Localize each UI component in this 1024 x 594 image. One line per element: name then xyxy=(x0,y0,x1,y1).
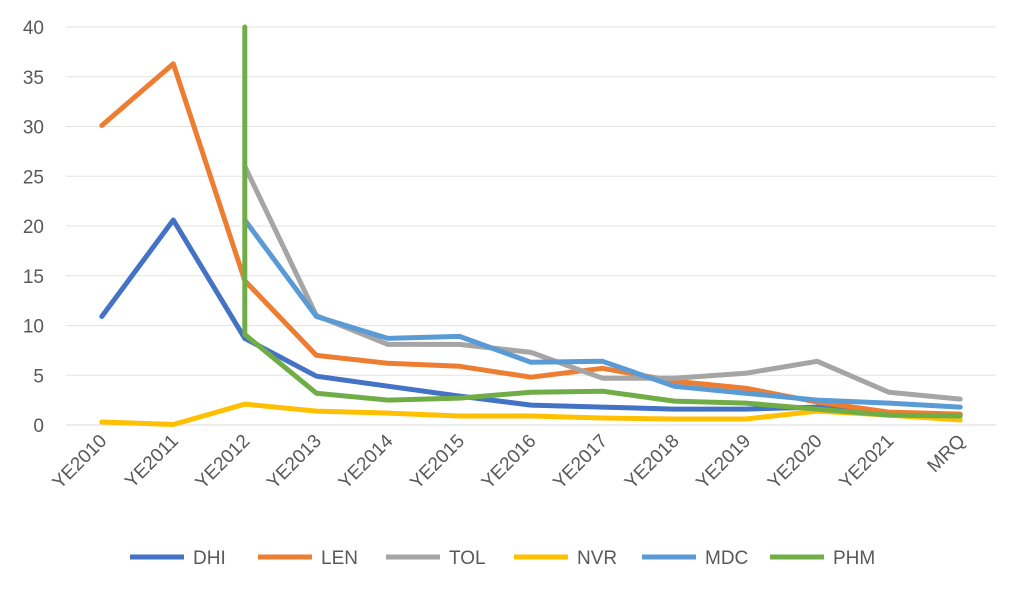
legend-label-len: LEN xyxy=(321,548,358,569)
series-line-mdc xyxy=(242,217,963,410)
y-tick-label: 40 xyxy=(23,18,44,39)
legend-label-phm: PHM xyxy=(833,548,875,569)
legend-label-mdc: MDC xyxy=(705,548,748,569)
y-tick-label: 10 xyxy=(23,317,44,338)
series-line-tol xyxy=(242,163,963,402)
x-tick-label: YE2019 xyxy=(692,431,755,494)
x-tick-label: YE2017 xyxy=(549,431,612,494)
series-lines xyxy=(99,24,963,427)
x-tick-label: YE2015 xyxy=(406,431,469,494)
legend: DHI LEN TOL NVR MDC PHM xyxy=(130,548,875,569)
x-tick-label: YE2021 xyxy=(836,431,899,494)
y-tick-label: 0 xyxy=(33,416,44,437)
x-tick-label: YE2018 xyxy=(621,431,684,494)
x-axis-ticks: YE2010 YE2011 YE2012 YE2013 YE2014 YE2015 YE20… xyxy=(49,430,970,493)
x-tick-label: YE2014 xyxy=(335,430,398,493)
x-tick-label: YE2020 xyxy=(764,431,827,494)
x-tick-label: YE2012 xyxy=(192,431,255,494)
legend-label-nvr: NVR xyxy=(577,548,617,569)
legend-label-tol: TOL xyxy=(449,548,486,569)
y-tick-label: 25 xyxy=(23,167,44,188)
x-tick-label: YE2013 xyxy=(263,431,326,494)
y-tick-label: 35 xyxy=(23,68,44,89)
y-tick-label: 20 xyxy=(23,217,44,238)
x-tick-label: MRQ xyxy=(924,431,970,477)
y-tick-label: 15 xyxy=(23,267,44,288)
gridlines xyxy=(66,26,996,426)
series-line-dhi xyxy=(99,217,963,418)
legend-label-dhi: DHI xyxy=(193,548,226,569)
x-tick-label: YE2010 xyxy=(49,431,112,494)
x-tick-label: YE2011 xyxy=(121,431,183,493)
series-line-phm xyxy=(242,24,963,419)
y-axis-ticks: 0 5 10 15 20 25 30 35 40 xyxy=(23,18,44,437)
x-tick-label: YE2016 xyxy=(478,431,541,494)
y-tick-label: 5 xyxy=(33,366,44,387)
y-tick-label: 30 xyxy=(23,118,44,139)
